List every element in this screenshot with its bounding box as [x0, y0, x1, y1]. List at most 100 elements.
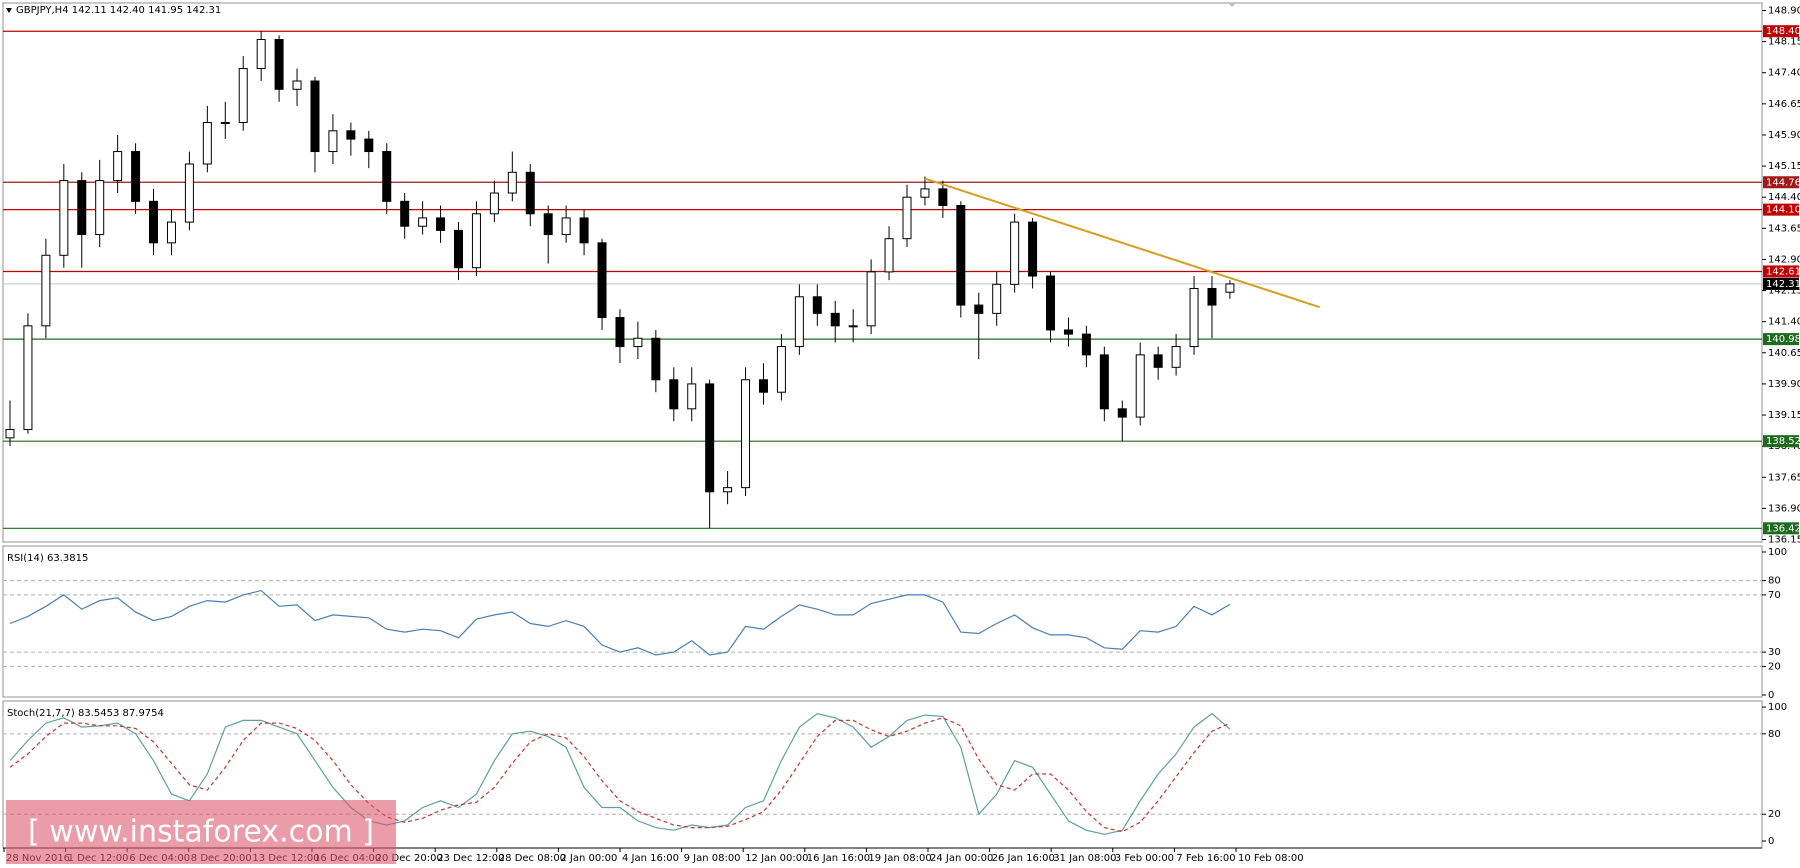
x-tick-label: 26 Jan 16:00: [992, 853, 1055, 864]
y-tick-label: 146.65: [1768, 99, 1800, 110]
main-panel: [2, 2, 1763, 543]
x-tick-label: 3 Feb 00:00: [1115, 853, 1174, 864]
candle-body: [328, 130, 338, 153]
candle-body: [615, 317, 625, 348]
candle-body: [95, 180, 105, 236]
candle-body: [1081, 333, 1091, 356]
candle-body: [113, 151, 123, 182]
candle-body: [41, 254, 51, 327]
y-tick-label: 147.40: [1768, 68, 1800, 79]
candle-body: [471, 213, 481, 269]
candle-body: [166, 221, 176, 244]
y-tick-label: 100: [1768, 547, 1787, 558]
candle-body: [1063, 329, 1073, 335]
x-tick-label: 20 Dec 20:00: [376, 853, 443, 864]
candle-body: [507, 171, 517, 194]
level-price-label: 144.76: [1766, 177, 1800, 188]
candle-body: [1117, 408, 1127, 418]
candle-body: [758, 379, 768, 393]
candle-body: [848, 325, 858, 328]
rsi-panel: [2, 545, 1763, 698]
candle-body: [131, 151, 141, 202]
level-price-box: [1763, 25, 1799, 38]
candle-body: [920, 188, 930, 198]
candle-body: [633, 337, 643, 348]
candle-body: [1028, 221, 1038, 277]
x-tick-label: 24 Jan 00:00: [930, 853, 993, 864]
y-tick-label: 142.90: [1768, 254, 1800, 265]
x-tick-label: 23 Dec 12:00: [437, 853, 504, 864]
y-tick-label: 142.15: [1768, 286, 1800, 297]
candle-body: [418, 217, 428, 227]
level-price-label: 140.98: [1766, 334, 1800, 345]
y-tick-label: 100: [1768, 702, 1787, 713]
y-tick-label: 0: [1768, 836, 1774, 847]
candle-body: [741, 379, 751, 489]
candle-body: [705, 383, 715, 493]
level-price-box: [1763, 176, 1799, 189]
shift-marker: [1228, 3, 1236, 7]
candle-body: [1046, 275, 1056, 331]
candle-body: [382, 151, 392, 202]
indicator-title: Stoch(21,7,7) 83.5453 87.9754: [7, 708, 164, 719]
y-tick-label: 145.90: [1768, 130, 1800, 141]
candle-body: [5, 429, 15, 439]
y-tick-label: 145.15: [1768, 161, 1800, 172]
candle-body: [669, 379, 679, 410]
y-tick-label: 20: [1768, 809, 1781, 820]
y-tick-label: 148.90: [1768, 5, 1800, 16]
candle-body: [238, 68, 248, 124]
candle-body: [543, 213, 553, 236]
indicator-line: [9, 717, 1231, 833]
candle-body: [184, 163, 194, 223]
candle-body: [436, 217, 446, 231]
candle-body: [149, 200, 159, 244]
candle-body: [687, 383, 697, 410]
candle-body: [454, 229, 463, 269]
indicator-title: RSI(14) 63.3815: [7, 553, 88, 564]
candle-body: [23, 325, 33, 431]
candle-body: [597, 242, 607, 319]
candle-body: [992, 283, 1002, 314]
candle-body: [1171, 346, 1181, 368]
candle-body: [794, 296, 804, 348]
candle-body: [561, 217, 571, 236]
indicator-line: [9, 589, 1231, 656]
candle-body: [1225, 283, 1235, 293]
candle-body: [974, 304, 984, 314]
candle-body: [364, 138, 374, 153]
x-tick-label: 31 Jan 08:00: [1053, 853, 1116, 864]
x-tick-label: 9 Jan 08:00: [684, 853, 741, 864]
candle-body: [651, 337, 661, 381]
candle-body: [1010, 221, 1020, 285]
candle-body: [59, 180, 69, 256]
level-price-label: 138.52: [1766, 436, 1800, 447]
candle-body: [866, 271, 876, 327]
level-price-label: 142.61: [1766, 266, 1800, 277]
candle-body: [1207, 287, 1217, 306]
y-tick-label: 141.40: [1768, 317, 1800, 328]
candle-body: [723, 487, 733, 493]
x-tick-label: 10 Feb 08:00: [1238, 853, 1304, 864]
candle-body: [274, 39, 284, 90]
candle-body: [310, 80, 320, 153]
level-price-box: [1763, 522, 1799, 535]
trendline: [924, 177, 1320, 309]
y-tick-label: 148.15: [1768, 37, 1800, 48]
candle-body: [776, 346, 786, 393]
candle-body: [346, 130, 356, 140]
level-price-label: 144.10: [1766, 205, 1800, 216]
candle-body: [902, 196, 912, 240]
candle-body: [830, 312, 840, 327]
candle-body: [202, 122, 212, 165]
y-tick-label: 80: [1768, 576, 1781, 587]
x-tick-label: 4 Jan 16:00: [622, 853, 679, 864]
candle-body: [489, 192, 499, 215]
y-tick-label: 20: [1768, 661, 1781, 672]
candle-body: [525, 171, 535, 215]
y-tick-label: 0: [1768, 690, 1774, 701]
candle-body: [1135, 354, 1145, 418]
